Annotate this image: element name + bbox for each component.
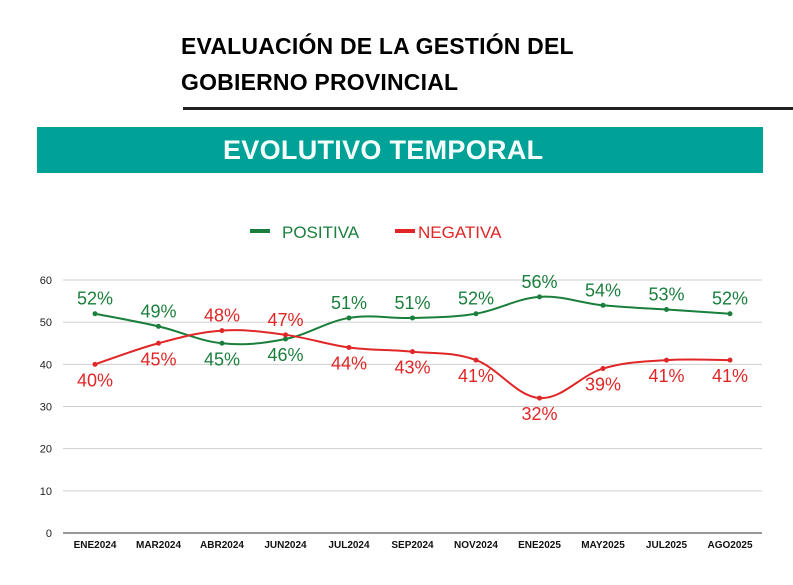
section-banner: EVOLUTIVO TEMPORAL [37, 127, 763, 173]
data-label: 41% [458, 366, 494, 386]
y-tick-label: 10 [40, 486, 52, 498]
legend-swatch [250, 229, 270, 233]
data-point [92, 361, 98, 367]
data-label: 44% [331, 353, 367, 373]
data-point [219, 328, 225, 334]
series-line-positiva [94, 295, 731, 346]
data-point [537, 395, 542, 401]
y-tick-label: 30 [40, 402, 52, 414]
x-tick-label: ABR2024 [200, 540, 244, 551]
title-divider [183, 107, 793, 110]
y-tick-label: 50 [40, 317, 52, 329]
x-tick-label: JUL2024 [328, 540, 370, 551]
legend-swatch [395, 229, 415, 233]
data-label: 40% [77, 370, 113, 390]
data-label: 51% [331, 293, 367, 313]
y-tick-label: 40 [40, 359, 52, 371]
x-tick-label: JUL2025 [646, 540, 688, 551]
data-label: 52% [712, 289, 748, 309]
y-tick-label: 0 [46, 528, 52, 540]
data-point [727, 357, 733, 363]
data-point [473, 311, 479, 317]
data-point [156, 323, 161, 329]
x-tick-label: JUN2024 [264, 540, 307, 551]
data-label: 52% [77, 289, 113, 309]
x-tick-label: AGO2025 [707, 540, 752, 551]
data-point [410, 315, 415, 321]
data-label: 51% [394, 293, 430, 313]
data-point [600, 366, 606, 372]
data-label: 43% [394, 358, 430, 378]
data-point [473, 357, 479, 363]
y-tick-label: 60 [40, 275, 52, 287]
data-point [664, 357, 669, 363]
data-point [346, 344, 352, 350]
page-title: EVALUACIÓN DE LA GESTIÓN DEL GOBIERNO PR… [181, 28, 574, 100]
data-point [283, 336, 288, 342]
data-label: 46% [267, 345, 303, 365]
data-label: 54% [585, 280, 621, 300]
data-point [727, 311, 733, 317]
banner-title: EVOLUTIVO TEMPORAL [223, 135, 544, 165]
title-line-1: EVALUACIÓN DE LA GESTIÓN DEL [181, 33, 574, 59]
data-point [346, 315, 352, 321]
data-point [410, 349, 415, 355]
data-label: 48% [204, 306, 240, 326]
data-label: 41% [712, 366, 748, 386]
data-label: 53% [648, 285, 684, 305]
legend-label: NEGATIVA [418, 223, 502, 242]
x-tick-label: NOV2024 [454, 540, 498, 551]
data-point [92, 311, 98, 317]
title-line-2: GOBIERNO PROVINCIAL [181, 69, 459, 95]
data-label: 32% [521, 404, 557, 424]
data-point [219, 340, 225, 346]
data-label: 45% [204, 349, 240, 369]
data-label: 49% [140, 301, 176, 321]
data-label: 52% [458, 289, 494, 309]
data-label: 39% [585, 375, 621, 395]
data-point [283, 332, 288, 338]
x-tick-label: MAY2025 [581, 540, 625, 551]
x-tick-label: SEP2024 [391, 540, 434, 551]
data-point [600, 302, 606, 308]
data-label: 56% [521, 272, 557, 292]
data-point [664, 307, 669, 313]
data-point [156, 340, 161, 346]
data-label: 45% [140, 349, 176, 369]
data-point [537, 294, 542, 300]
legend-label: POSITIVA [282, 223, 360, 242]
x-tick-label: MAR2024 [136, 540, 181, 551]
y-tick-label: 20 [40, 444, 52, 456]
x-tick-label: ENE2024 [74, 540, 117, 551]
x-tick-label: ENE2025 [518, 540, 561, 551]
data-label: 47% [267, 310, 303, 330]
data-label: 41% [648, 366, 684, 386]
